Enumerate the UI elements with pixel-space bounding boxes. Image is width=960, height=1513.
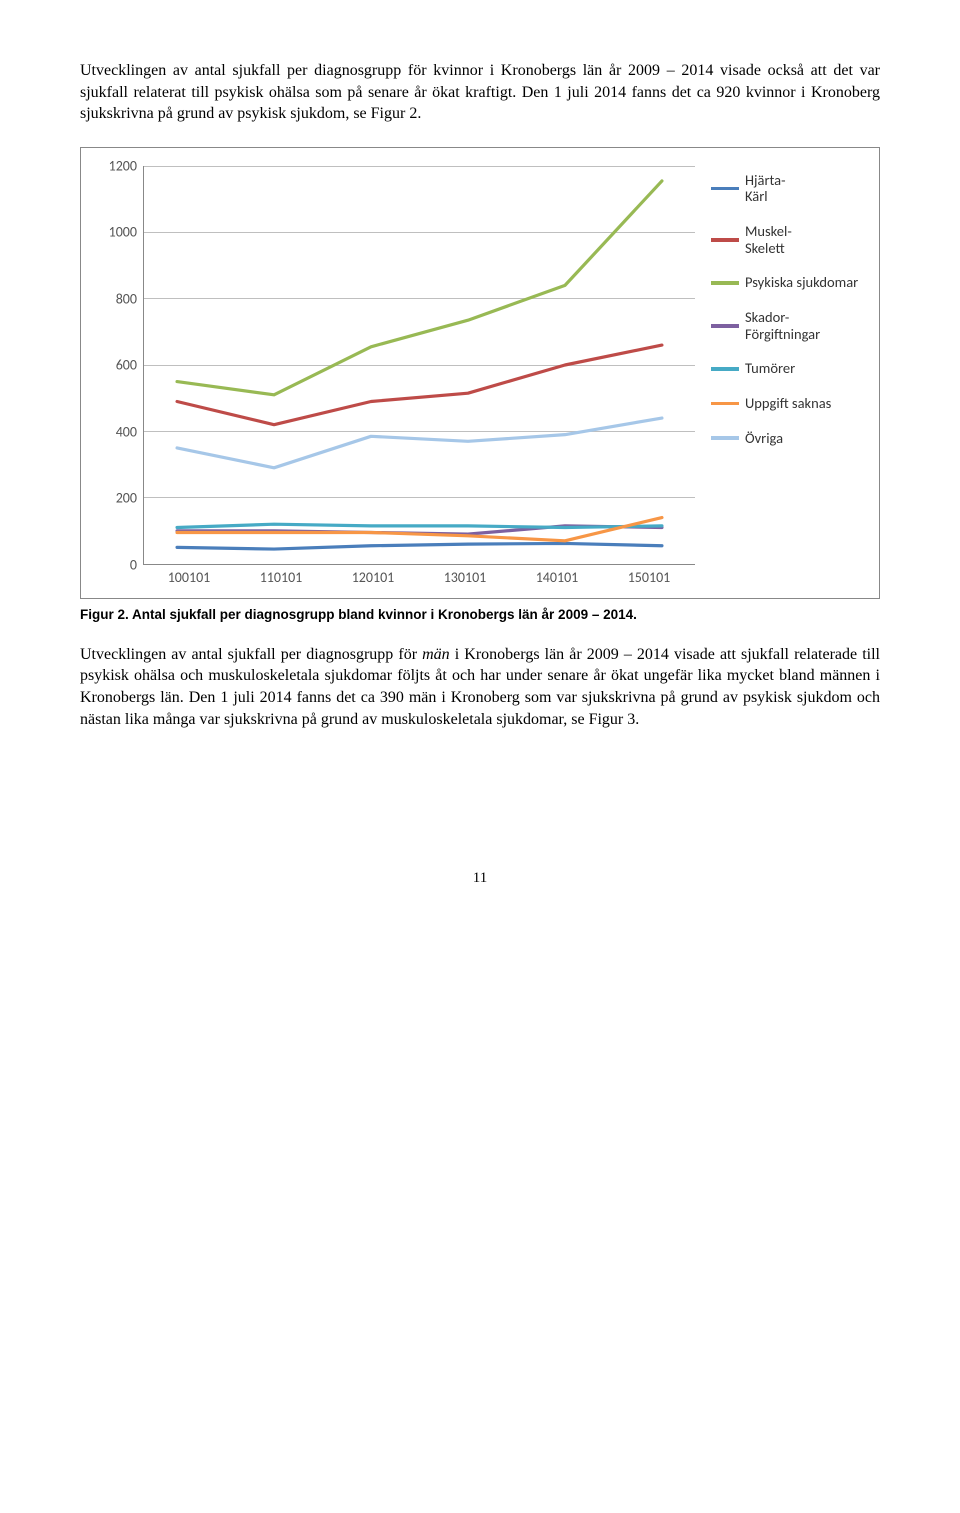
y-tick-label: 200 (116, 490, 137, 507)
legend-item: Muskel-Skelett (711, 223, 861, 256)
x-tick-label: 120101 (327, 569, 419, 586)
legend-label: Tumörer (745, 360, 795, 377)
legend-swatch (711, 238, 739, 242)
page-number: 11 (80, 870, 880, 887)
y-axis: 020040060080010001200 (99, 166, 143, 565)
chart-plot-area: 020040060080010001200 100101110101120101… (99, 166, 695, 586)
chart-legend: Hjärta-Kärl Muskel-Skelett Psykiska sjukdo… (695, 166, 861, 447)
para2-emphasis: män (422, 646, 450, 663)
chart-lines-svg (144, 166, 695, 564)
x-tick-label: 130101 (419, 569, 511, 586)
legend-swatch (711, 187, 739, 191)
legend-label: Skador-Förgiftningar (745, 309, 820, 342)
series-line (177, 345, 662, 425)
x-axis: 100101110101120101130101140101150101 (143, 569, 695, 586)
legend-item: Tumörer (711, 360, 861, 377)
para2-pre: Utvecklingen av antal sjukfall per diagn… (80, 646, 422, 663)
legend-label: Muskel-Skelett (745, 223, 792, 256)
x-tick-label: 100101 (143, 569, 235, 586)
legend-label: Psykiska sjukdomar (745, 274, 858, 291)
paragraph-2: Utvecklingen av antal sjukfall per diagn… (80, 644, 880, 730)
y-tick-label: 1000 (109, 224, 137, 241)
legend-swatch (711, 402, 739, 406)
y-tick-label: 400 (116, 423, 137, 440)
legend-label: Uppgift saknas (745, 395, 831, 412)
y-tick-label: 600 (116, 357, 137, 374)
y-tick-label: 1200 (109, 157, 137, 174)
figure-2-chart: 0 200 400 600 800 1000 1200 100101110101120101… (80, 147, 880, 599)
figure-2-caption: Figur 2. Antal sjukfall per diagnosgrupp… (80, 607, 880, 622)
series-line (177, 543, 662, 549)
legend-item: Övriga (711, 430, 861, 447)
legend-label: Hjärta-Kärl (745, 172, 786, 205)
x-tick-label: 110101 (235, 569, 327, 586)
legend-item: Skador-Förgiftningar (711, 309, 861, 342)
legend-swatch (711, 324, 739, 328)
paragraph-1: Utvecklingen av antal sjukfall per diagn… (80, 60, 880, 125)
series-line (177, 517, 662, 540)
legend-item: Psykiska sjukdomar (711, 274, 861, 291)
legend-item: Uppgift saknas (711, 395, 861, 412)
legend-swatch (711, 281, 739, 285)
legend-label: Övriga (745, 430, 783, 447)
plot-region (143, 166, 695, 565)
series-line (177, 181, 662, 395)
y-tick-label: 0 (130, 556, 137, 573)
series-line (177, 418, 662, 468)
legend-item: Hjärta-Kärl (711, 172, 861, 205)
y-tick-label: 800 (116, 290, 137, 307)
x-tick-label: 150101 (603, 569, 695, 586)
legend-swatch (711, 436, 739, 440)
x-tick-label: 140101 (511, 569, 603, 586)
legend-swatch (711, 367, 739, 371)
